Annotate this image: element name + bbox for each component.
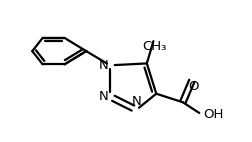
Text: N: N	[98, 59, 108, 72]
Text: OH: OH	[204, 108, 224, 121]
Text: O: O	[188, 80, 199, 93]
Text: N: N	[98, 90, 108, 103]
Text: CH₃: CH₃	[142, 40, 167, 53]
Text: N: N	[132, 95, 141, 108]
